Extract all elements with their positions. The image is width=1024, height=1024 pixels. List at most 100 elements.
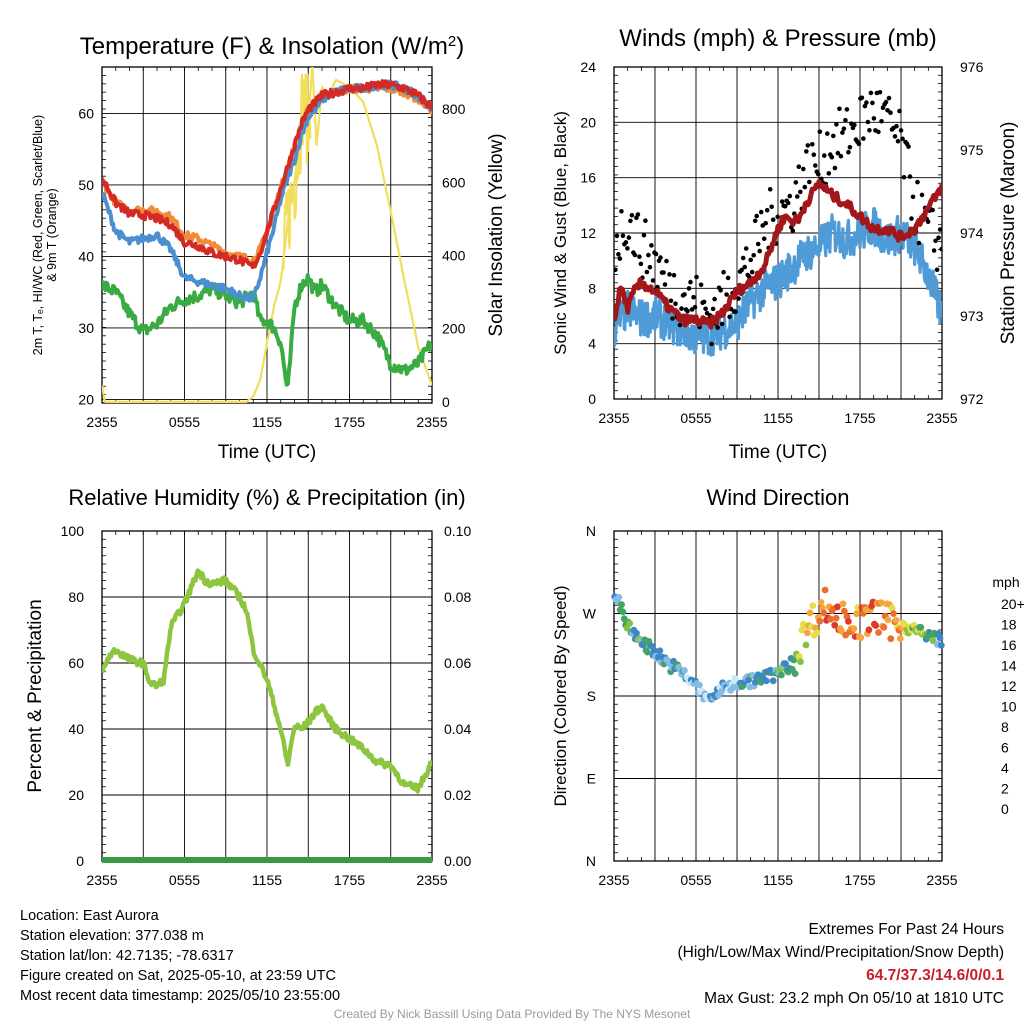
gust-point bbox=[840, 130, 845, 135]
panel-2-frame bbox=[613, 66, 943, 400]
gust-point bbox=[861, 136, 866, 141]
gust-point bbox=[691, 294, 696, 300]
y-tick-label: 0 bbox=[76, 853, 84, 869]
x-tick-label: 2355 bbox=[926, 410, 957, 426]
gust-point bbox=[742, 264, 747, 270]
gust-point bbox=[930, 207, 935, 213]
gust-point bbox=[677, 322, 683, 328]
gust-point bbox=[837, 106, 842, 112]
gust-point bbox=[692, 304, 698, 310]
gust-point bbox=[826, 171, 832, 176]
x-tick-label: 1755 bbox=[844, 872, 875, 888]
y2-tick-label: 600 bbox=[442, 174, 466, 190]
direction-point bbox=[917, 623, 925, 631]
gust-point bbox=[643, 218, 648, 223]
gust-point bbox=[637, 254, 642, 259]
direction-point bbox=[888, 604, 896, 612]
gust-point bbox=[813, 163, 818, 168]
gust-point bbox=[670, 316, 675, 321]
gust-point bbox=[871, 116, 877, 121]
gust-point bbox=[694, 274, 699, 280]
colorbar-label: 8 bbox=[1001, 719, 1009, 735]
gust-point bbox=[834, 122, 839, 127]
gust-point bbox=[868, 90, 874, 96]
gust-point bbox=[623, 240, 629, 245]
panel-1-frame bbox=[101, 66, 433, 404]
direction-point bbox=[827, 615, 834, 623]
gust-point bbox=[810, 142, 815, 147]
y-tick-label: 0 bbox=[588, 391, 596, 407]
gust-point bbox=[740, 255, 746, 261]
direction-point bbox=[853, 610, 860, 618]
gust-point bbox=[822, 153, 827, 158]
gust-point bbox=[628, 218, 633, 224]
gust-point bbox=[632, 252, 638, 258]
gust-point bbox=[790, 228, 796, 234]
gust-point bbox=[894, 123, 899, 129]
gust-point bbox=[779, 199, 785, 204]
y-tick-label: 60 bbox=[68, 655, 84, 671]
max-gust: Max Gust: 23.2 mph On 05/10 at 1810 UTC bbox=[704, 990, 1004, 1007]
gust-point bbox=[724, 292, 729, 297]
gust-point bbox=[796, 164, 802, 169]
gust-point bbox=[617, 256, 623, 261]
gust-point bbox=[614, 267, 618, 273]
y-tick-label: N bbox=[586, 853, 596, 869]
gust-point bbox=[910, 194, 916, 200]
y2-tick-label: 800 bbox=[442, 101, 466, 117]
direction-point bbox=[769, 677, 777, 685]
direction-point bbox=[650, 647, 658, 654]
panel-4-frame bbox=[613, 530, 943, 862]
direction-point bbox=[877, 599, 885, 607]
gust-point bbox=[859, 95, 865, 101]
gust-point bbox=[664, 258, 669, 264]
temperature-series bbox=[102, 67, 432, 403]
x-tick-label: 1155 bbox=[252, 872, 282, 888]
y-tick-label: W bbox=[583, 606, 597, 622]
x-tick-label: 2355 bbox=[416, 414, 447, 430]
series-temperature-line bbox=[102, 79, 432, 270]
figure-created: Figure created on Sat, 2025-05-10, at 23… bbox=[20, 968, 336, 984]
direction-point bbox=[778, 671, 785, 679]
y-tick-label: 40 bbox=[78, 248, 94, 264]
gust-point bbox=[795, 194, 800, 199]
gust-point bbox=[936, 235, 941, 241]
gust-point bbox=[886, 95, 892, 101]
gust-point bbox=[650, 278, 656, 283]
direction-point bbox=[820, 609, 828, 617]
gust-point bbox=[685, 308, 690, 314]
gust-point bbox=[847, 144, 853, 150]
title-tail: ) bbox=[456, 33, 464, 60]
direction-point bbox=[865, 626, 873, 634]
gust-point bbox=[646, 252, 651, 258]
direction-point bbox=[681, 667, 688, 674]
gust-point bbox=[743, 246, 749, 251]
gust-point bbox=[805, 143, 811, 148]
y2-tick-label: 974 bbox=[960, 225, 984, 241]
direction-point bbox=[857, 634, 865, 642]
gust-point bbox=[785, 200, 791, 206]
x-tick-label: 0555 bbox=[680, 872, 711, 888]
gust-point bbox=[782, 204, 788, 209]
x-axis-label: Time (UTC) bbox=[729, 442, 828, 463]
direction-point bbox=[644, 648, 651, 656]
chart-title-2: Winds (mph) & Pressure (mb) bbox=[619, 25, 936, 52]
x-tick-label: 0555 bbox=[680, 410, 711, 426]
gust-point bbox=[653, 251, 659, 257]
y-tick-label: 100 bbox=[61, 523, 85, 539]
gust-point bbox=[825, 131, 830, 136]
y-tick-label: 50 bbox=[78, 177, 94, 193]
gust-point bbox=[862, 103, 868, 109]
gust-point bbox=[635, 212, 641, 217]
direction-point bbox=[790, 656, 798, 664]
station-info: Location: East Aurora Station elevation:… bbox=[20, 906, 340, 1006]
gust-point bbox=[709, 341, 714, 347]
direction-point bbox=[619, 608, 627, 616]
gust-point bbox=[712, 296, 717, 302]
gust-point bbox=[906, 144, 911, 149]
gust-point bbox=[644, 269, 650, 275]
gust-point bbox=[897, 108, 902, 114]
direction-point bbox=[782, 660, 789, 668]
gust-point bbox=[852, 122, 857, 128]
y-label-line-2: & 9m T (Orange) bbox=[45, 188, 59, 281]
